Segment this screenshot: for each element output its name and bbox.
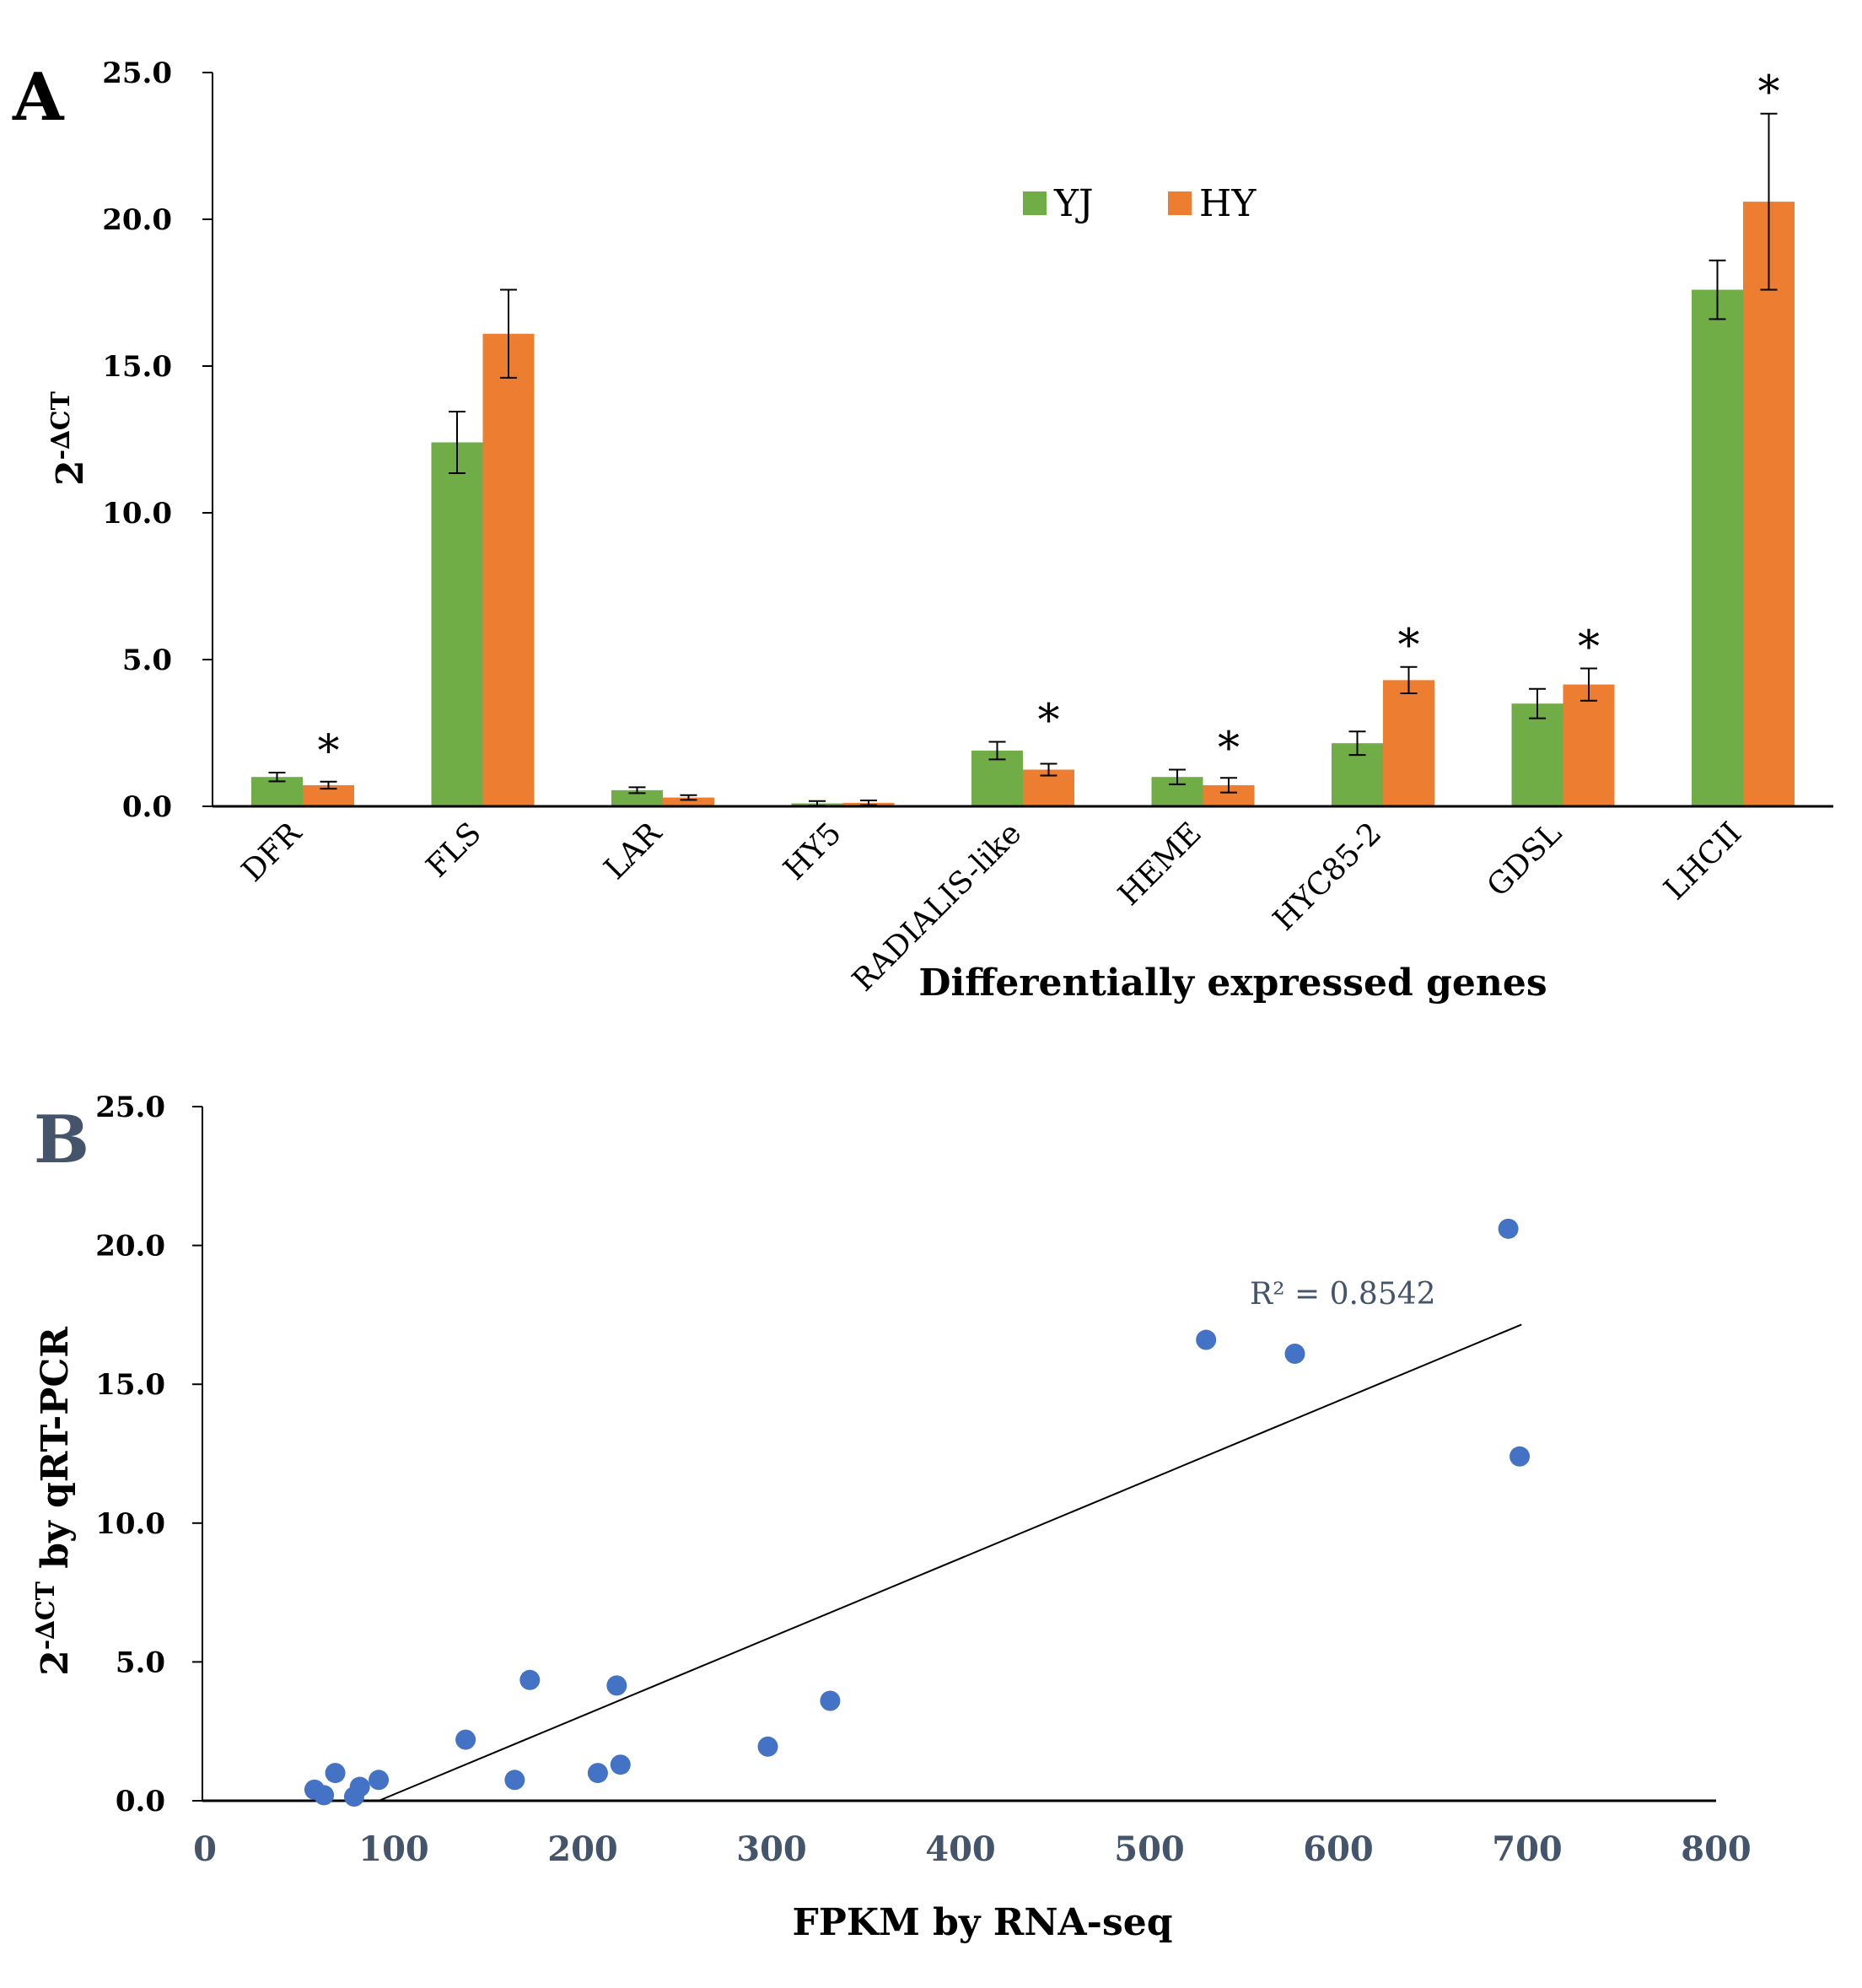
- scatter-point: [1284, 1343, 1305, 1364]
- panel-b-points: [304, 1218, 1531, 1808]
- significance-marker: *: [1398, 621, 1420, 671]
- category-label-hy5: HY5: [778, 816, 848, 886]
- panel-b-x-tick-label: 800: [1681, 1829, 1752, 1869]
- scatter-point: [820, 1690, 841, 1711]
- scatter-point: [587, 1763, 608, 1784]
- legend-yj-label: YJ: [1053, 182, 1094, 225]
- legend-hy-swatch: [1168, 191, 1192, 215]
- panel-a-bars: * * * * * *: [251, 67, 1795, 807]
- panel-b-y-tick-label: 20.0: [95, 1230, 165, 1263]
- bar-yj-lhcii: [1692, 289, 1743, 806]
- panel-a-y-tick-label: 25.0: [102, 57, 172, 90]
- scatter-point: [1510, 1446, 1531, 1467]
- bar-hy-hyc85-2: [1383, 680, 1434, 806]
- panel-b-x-tick-label: 0: [193, 1829, 217, 1869]
- panel-b-y-tick-label: 10.0: [95, 1507, 165, 1541]
- bar-yj-gdsl: [1511, 703, 1563, 806]
- panel-b-trendline: [378, 1323, 1522, 1802]
- legend-hy-label: HY: [1199, 182, 1257, 225]
- scatter-point: [504, 1770, 525, 1791]
- panel-b-y-ticks: 0.0 5.0 10.0 15.0 20.0 25.0: [95, 1091, 202, 1818]
- scatter-point: [757, 1736, 778, 1757]
- bar-yj-fls: [431, 442, 483, 806]
- category-label-dfr: DFR: [235, 816, 309, 889]
- panel-a-label: A: [12, 59, 65, 136]
- significance-marker: *: [1578, 622, 1600, 672]
- scatter-point: [455, 1729, 476, 1750]
- panel-b-x-tick-label: 700: [1492, 1829, 1563, 1869]
- panel-a-y-tick-label: 0.0: [122, 790, 172, 824]
- category-label-fls: FLS: [420, 816, 488, 884]
- significance-marker: *: [1038, 695, 1060, 746]
- panel-b: B 2-∆CT by qRT-PCR 0.0 5.0 10.0 15.0 20.0 25.…: [31, 1091, 1752, 1944]
- scatter-point: [1498, 1218, 1519, 1239]
- scatter-point: [349, 1776, 370, 1797]
- panel-a-x-axis-title: Differentially expressed genes: [918, 962, 1547, 1005]
- bar-yj-lar: [611, 789, 663, 806]
- panel-a-y-ticks: 0.0 5.0 10.0 15.0 20.0 25.0: [102, 57, 213, 824]
- panel-a-y-tick-label: 10.0: [102, 497, 172, 531]
- scatter-point: [325, 1763, 346, 1784]
- scatter-point: [369, 1770, 390, 1791]
- panel-a-y-axis-title: 2-∆CT: [46, 391, 92, 486]
- panel-b-x-tick-label: 100: [358, 1829, 429, 1869]
- scatter-point: [606, 1675, 627, 1696]
- panel-b-x-axis-title: FPKM by RNA-seq: [793, 1901, 1173, 1944]
- bar-hy-gdsl: [1563, 684, 1615, 806]
- panel-a-y-tick-label: 15.0: [102, 350, 172, 384]
- significance-marker: *: [1758, 67, 1780, 118]
- panel-b-y-axis-title: 2-∆CT by qRT-PCR: [31, 1327, 77, 1676]
- category-label-hyc85-2: HYC85-2: [1267, 816, 1388, 937]
- scatter-point: [610, 1754, 631, 1775]
- panel-a-y-tick-label: 5.0: [122, 644, 172, 677]
- scatter-point: [519, 1669, 541, 1690]
- panel-b-x-tick-label: 500: [1114, 1829, 1185, 1869]
- panel-a: A 2-∆CT 0.0 5.0 10.0 15.0 20.0 25.0 * * * * * * DF…: [12, 57, 1833, 1005]
- panel-b-x-tick-label: 300: [736, 1829, 807, 1869]
- bar-hy-lhcii: [1743, 202, 1795, 806]
- significance-marker: *: [318, 726, 340, 777]
- legend-yj-swatch: [1023, 191, 1047, 215]
- panel-b-x-ticks: 0 100 200 300 400 500 600 700 800: [193, 1829, 1752, 1869]
- bar-hy-lar: [663, 797, 714, 806]
- panel-b-r2-label: R² = 0.8542: [1250, 1277, 1436, 1312]
- significance-marker: *: [1218, 724, 1240, 774]
- panel-b-label: B: [34, 1102, 89, 1178]
- panel-b-y-tick-label: 5.0: [116, 1646, 165, 1679]
- scatter-point: [1196, 1329, 1217, 1350]
- category-label-gdsl: GDSL: [1481, 816, 1569, 903]
- panel-b-x-tick-label: 600: [1303, 1829, 1374, 1869]
- panel-b-y-tick-label: 15.0: [95, 1368, 165, 1402]
- bar-hy-fls: [482, 333, 535, 807]
- panel-b-y-tick-label: 0.0: [116, 1785, 165, 1818]
- category-label-lhcii: LHCII: [1658, 816, 1749, 907]
- panel-b-x-tick-label: 200: [547, 1829, 618, 1869]
- scatter-point: [314, 1785, 335, 1806]
- panel-b-x-tick-label: 400: [925, 1829, 996, 1869]
- panel-a-legend: YJ HY: [1023, 182, 1257, 225]
- panel-a-y-tick-label: 20.0: [102, 203, 172, 237]
- category-label-heme: HEME: [1111, 816, 1208, 912]
- panel-b-y-tick-label: 25.0: [95, 1091, 165, 1124]
- category-label-lar: LAR: [598, 816, 669, 886]
